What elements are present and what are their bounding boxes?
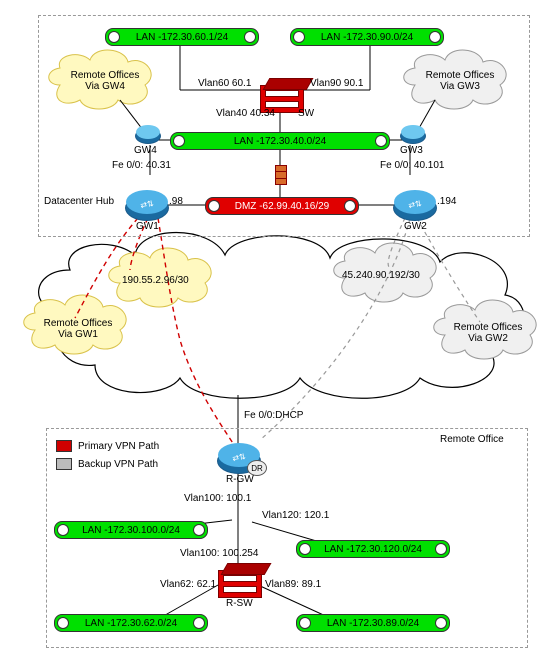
switch-rsw (218, 570, 262, 598)
gw2-fe-label: Fe 0/0: 40.101 (380, 160, 445, 171)
vlan100-top-label: Vlan100: 100.1 (184, 493, 251, 504)
vlan40-label: Vlan40 40.34 (216, 108, 275, 119)
lan-label: LAN -172.30.90.0/24 (321, 32, 413, 43)
lan-label: LAN -172.30.89.0/24 (327, 618, 419, 629)
cloud-gw2-text: Remote OfficesVia GW2 (448, 322, 528, 344)
vlan60-label: Vlan60 60.1 (198, 78, 251, 89)
datacenter-hub-label: Datacenter Hub (44, 196, 114, 207)
vlan120-label: Vlan120: 120.1 (262, 510, 329, 521)
gw2-ip-label: .194 (437, 196, 456, 207)
cloud-wan2-text: 45.240.90.192/30 (342, 270, 420, 281)
legend-backup: Backup VPN Path (56, 458, 158, 470)
dmz-pill: DMZ -62.99.40.16/29 (205, 197, 359, 215)
lan-r-top-left: LAN -172.30.100.0/24 (54, 521, 208, 539)
lan-label: LAN -172.30.120.0/24 (324, 544, 422, 555)
lan-top-right: LAN -172.30.90.0/24 (290, 28, 444, 46)
lan-label: LAN -172.30.100.0/24 (82, 525, 180, 536)
sw-label: SW (298, 108, 314, 119)
gw3-router (400, 128, 426, 144)
lan-top-left: LAN -172.30.60.1/24 (105, 28, 259, 46)
rgw-fe-label: Fe 0/0:DHCP (244, 410, 303, 421)
legend-backup-swatch (56, 458, 72, 470)
gw1-label: GW1 (136, 221, 159, 232)
firewall-icon (275, 165, 287, 185)
vlan62-label: Vlan62: 62.1 (160, 579, 216, 590)
lan-r-bot-right: LAN -172.30.89.0/24 (296, 614, 450, 632)
legend-primary: Primary VPN Path (56, 440, 159, 452)
lan-label: DMZ -62.99.40.16/29 (235, 201, 330, 212)
lan-r-bot-left: LAN -172.30.62.0/24 (54, 614, 208, 632)
gw2-label: GW2 (404, 221, 427, 232)
legend-backup-label: Backup VPN Path (78, 459, 158, 470)
gw4-label: GW4 (134, 145, 157, 156)
cloud-gw4-text: Remote OfficesVia GW4 (65, 70, 145, 92)
gw3-label: GW3 (400, 145, 423, 156)
cloud-gw3-text: Remote OfficesVia GW3 (420, 70, 500, 92)
gw1-router: ⇄⇅ (125, 195, 169, 221)
vlan90-label: Vlan90 90.1 (310, 78, 363, 89)
lan-r-top-right: LAN -172.30.120.0/24 (296, 540, 450, 558)
rsw-label: R-SW (226, 598, 253, 609)
vlan100-mid-label: Vlan100: 100.254 (180, 548, 258, 559)
vlan89-label: Vlan89: 89.1 (265, 579, 321, 590)
remote-office-title: Remote Office (440, 434, 504, 445)
lan-label: LAN -172.30.40.0/24 (234, 136, 326, 147)
gw1-ip-label: .98 (169, 196, 183, 207)
legend-primary-swatch (56, 440, 72, 452)
cloud-wan1-text: 190.55.2.96/30 (122, 275, 189, 286)
gw2-router: ⇄⇅ (393, 195, 437, 221)
legend-primary-label: Primary VPN Path (78, 441, 159, 452)
rgw-label: R-GW (226, 474, 254, 485)
cloud-gw1-text: Remote OfficesVia GW1 (38, 318, 118, 340)
lan-mid: LAN -172.30.40.0/24 (170, 132, 390, 150)
gw1-fe-label: Fe 0/0: 40.31 (112, 160, 171, 171)
lan-label: LAN -172.30.62.0/24 (85, 618, 177, 629)
gw4-router (135, 128, 161, 144)
lan-label: LAN -172.30.60.1/24 (136, 32, 228, 43)
